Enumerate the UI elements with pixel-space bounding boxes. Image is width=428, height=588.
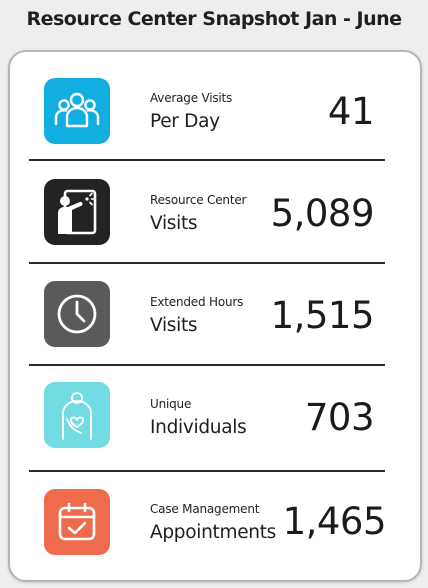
stat-value: 1,465 bbox=[282, 500, 387, 543]
stat-label-line2: Visits bbox=[150, 315, 198, 336]
stat-label-line1: Resource Center bbox=[150, 193, 247, 207]
stat-label-line1: Unique bbox=[150, 397, 192, 411]
stat-value: 703 bbox=[304, 396, 375, 439]
row-divider bbox=[29, 159, 385, 161]
stat-row-case-management-appointments: Case Management Appointments 1,465 bbox=[10, 472, 424, 572]
stat-value: 1,515 bbox=[270, 294, 375, 337]
stat-value: 5,089 bbox=[270, 192, 375, 235]
stat-row-extended-hours-visits: Extended Hours Visits 1,515 bbox=[10, 264, 424, 364]
stat-row-visits-per-day: Average Visits Per Day 41 bbox=[10, 60, 424, 160]
stat-label-line2: Individuals bbox=[150, 417, 247, 438]
row-divider bbox=[29, 470, 385, 472]
calendar-check-icon bbox=[44, 489, 110, 555]
stat-label-line1: Extended Hours bbox=[150, 295, 244, 309]
stat-label-line2: Appointments bbox=[150, 522, 276, 543]
person-heart-icon bbox=[44, 382, 110, 448]
clock-icon bbox=[44, 281, 110, 347]
stat-row-resource-center-visits: Resource Center Visits 5,089 bbox=[10, 162, 424, 262]
stat-label-line1: Case Management bbox=[150, 502, 260, 516]
stat-label-line2: Per Day bbox=[150, 111, 220, 132]
stat-label-line1: Average Visits bbox=[150, 91, 233, 105]
stat-label-line2: Visits bbox=[150, 213, 198, 234]
people-group-icon bbox=[44, 78, 110, 144]
stat-row-unique-individuals: Unique Individuals 703 bbox=[10, 366, 424, 466]
row-divider bbox=[29, 364, 385, 366]
page-title: Resource Center Snapshot Jan - June bbox=[26, 8, 402, 30]
snapshot-card: Average Visits Per Day 41 Resource Cente… bbox=[8, 50, 422, 582]
stat-value: 41 bbox=[327, 90, 375, 133]
row-divider bbox=[29, 262, 385, 264]
person-at-board-icon bbox=[44, 179, 110, 245]
